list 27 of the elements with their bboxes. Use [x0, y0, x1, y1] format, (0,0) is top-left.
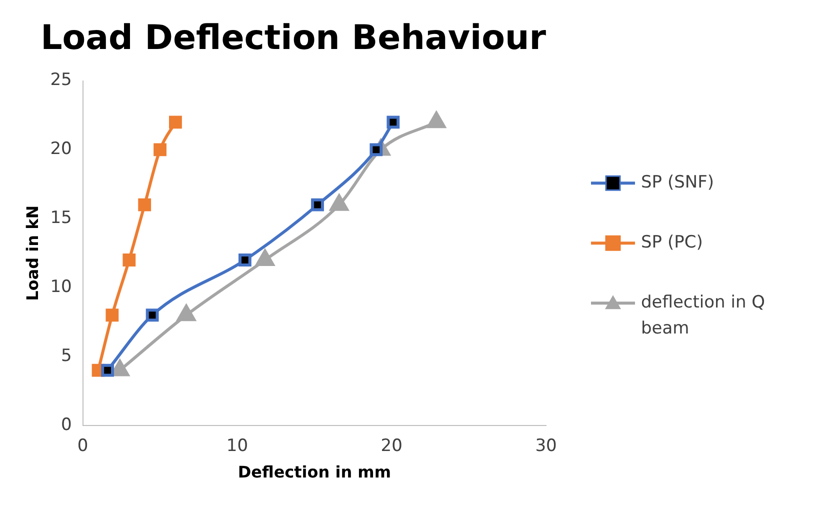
point — [386, 116, 400, 129]
point — [238, 254, 252, 266]
point — [106, 308, 119, 322]
point — [311, 198, 324, 212]
x-tick-label: 10 — [226, 436, 248, 456]
y-tick-label: 15 — [50, 208, 72, 228]
y-tick-label: 20 — [50, 139, 72, 160]
y-tick-label: 5 — [61, 346, 72, 366]
legend-label: deflection in Q beam — [641, 292, 766, 339]
point — [138, 198, 152, 212]
point — [169, 116, 182, 129]
y-tick-label: 0 — [61, 414, 72, 435]
y-axis-title: Load in kN — [22, 205, 42, 301]
legend-label: SP (PC) — [641, 232, 703, 253]
point — [154, 143, 166, 156]
legend-label: SP (SNF) — [641, 172, 714, 193]
x-tick-label: 20 — [380, 436, 402, 456]
point — [101, 364, 114, 377]
y-tick-label: 25 — [50, 70, 72, 90]
point — [146, 308, 159, 322]
point — [370, 143, 383, 156]
x-axis-title: Deflection in mm — [238, 462, 392, 482]
y-tick-label: 10 — [50, 276, 72, 297]
chart-title: Load Deflection Behaviour — [40, 18, 546, 58]
x-tick-label: 0 — [77, 436, 88, 456]
x-tick-label: 30 — [535, 436, 557, 456]
point — [122, 254, 136, 266]
